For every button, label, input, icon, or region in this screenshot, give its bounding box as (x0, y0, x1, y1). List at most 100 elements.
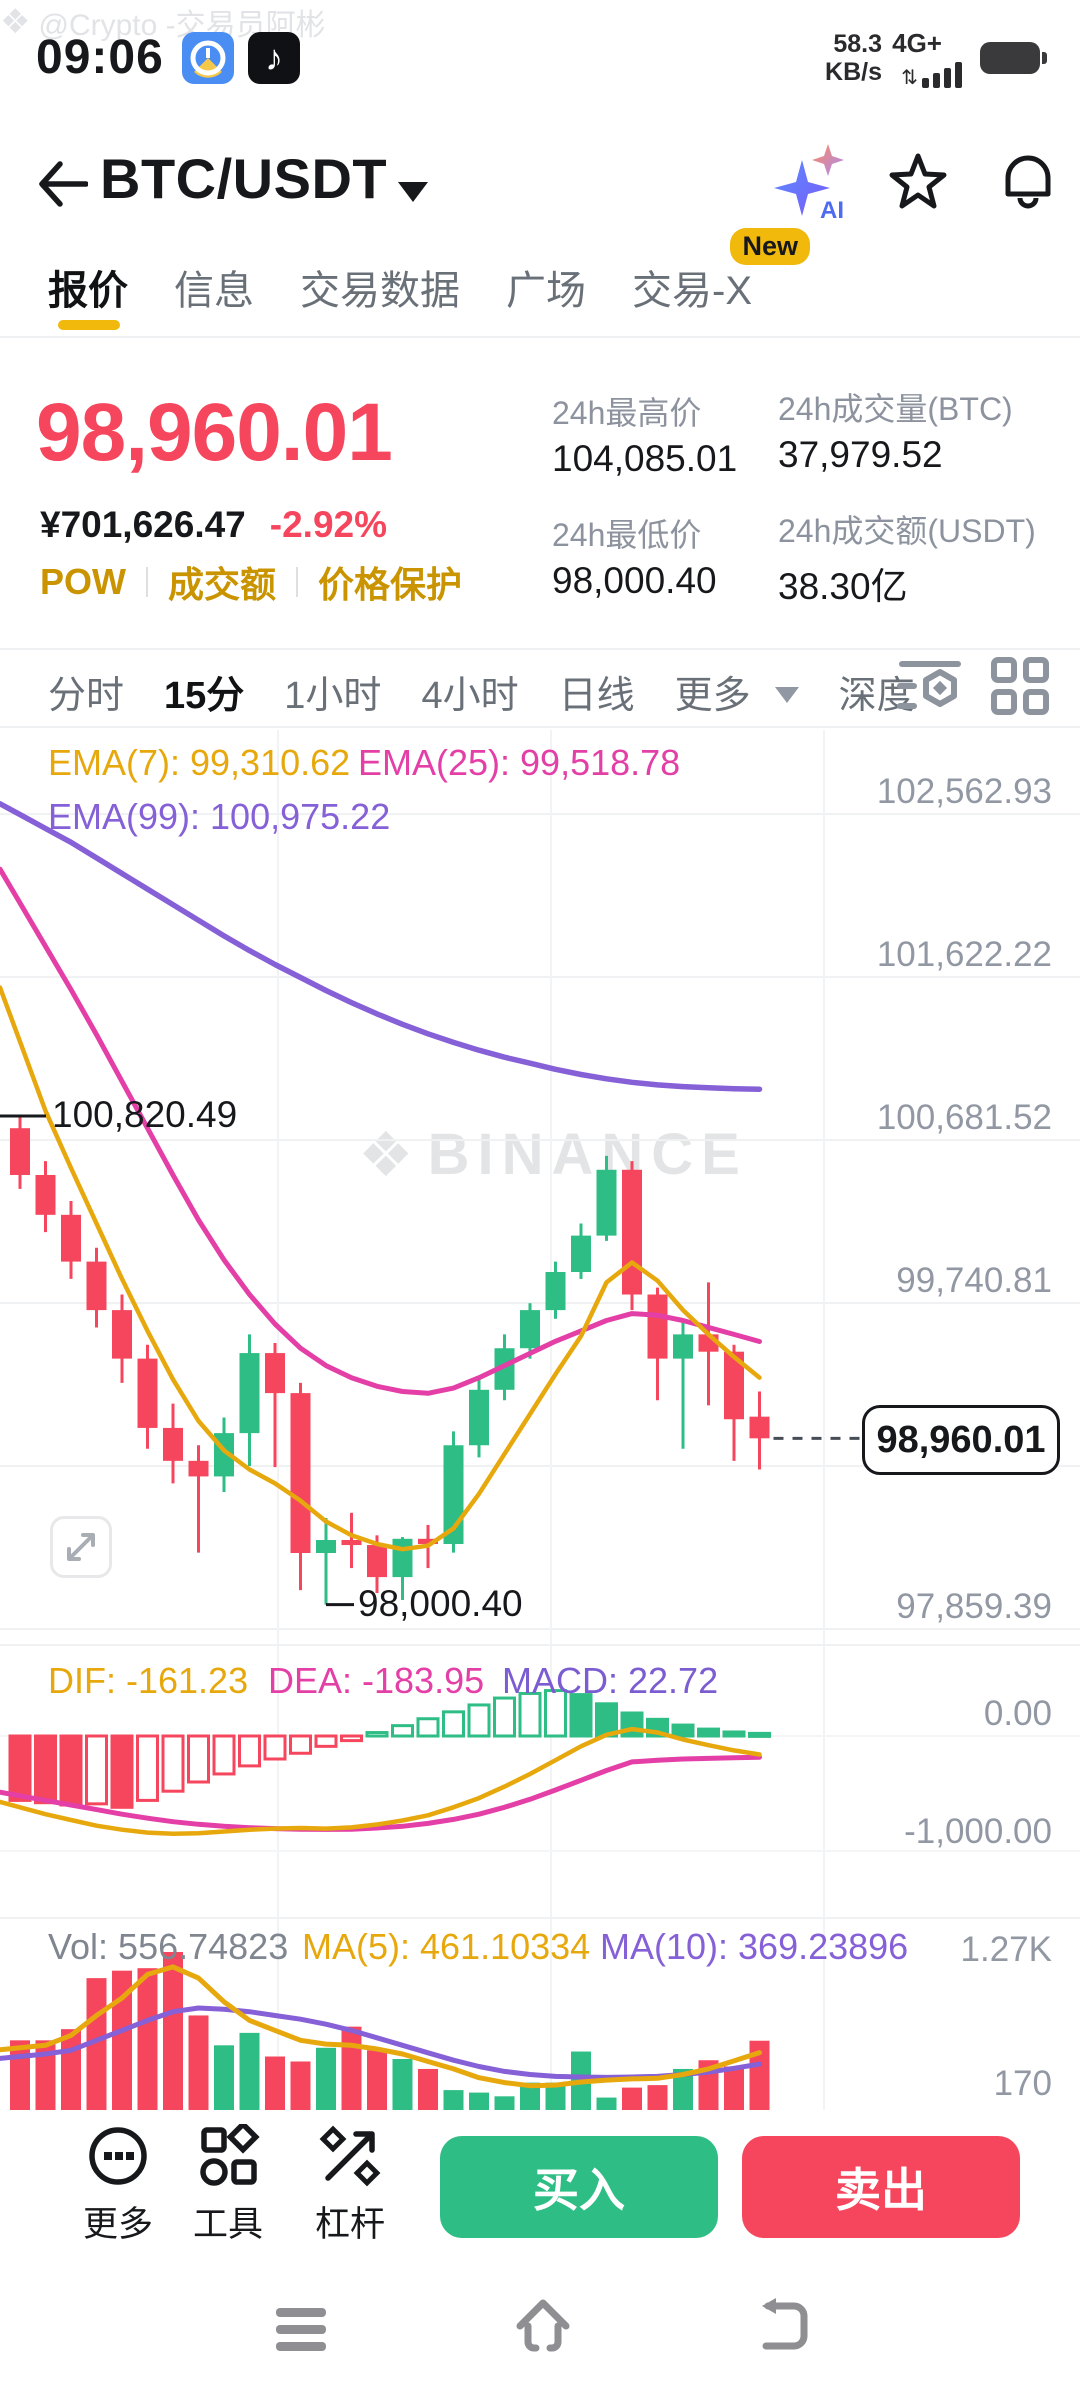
tag-price-protection[interactable]: 价格保护 (318, 564, 463, 605)
candle-body (469, 1389, 489, 1446)
clock-time: 09:06 (36, 31, 164, 84)
sell-button[interactable]: 卖出 (742, 2136, 1020, 2238)
volume-bar (469, 2092, 489, 2110)
amount-24h-value: 38.30亿 (778, 566, 908, 607)
tab-trade-data[interactable]: 交易数据 (300, 269, 460, 313)
timeframe-realtime[interactable]: 分时 (48, 675, 125, 717)
ai-assistant-icon[interactable]: AI (772, 142, 852, 222)
macd-dif-line (0, 1726, 762, 1837)
macd-hist-bar (8, 1734, 32, 1802)
volume-bar (35, 2040, 56, 2110)
tools-icon[interactable] (196, 2124, 260, 2188)
macd-hist-bar (289, 1734, 312, 1755)
macd-hist-bar (365, 1731, 389, 1738)
divider (146, 567, 148, 597)
tab-quote[interactable]: 报价 (48, 269, 128, 313)
macd-value-label[interactable]: MACD: 22.72 (502, 1660, 719, 1701)
active-tab-underline (58, 320, 120, 330)
ema7-line (0, 985, 762, 1552)
macd-hist-bar (416, 1717, 440, 1738)
candle-body (61, 1214, 81, 1262)
macd-hist-bar (442, 1710, 465, 1738)
macd-hist-bar (569, 1693, 593, 1738)
macd-dif-label[interactable]: DIF: -161.23 (48, 1660, 249, 1701)
volume-bar (367, 2050, 387, 2110)
ema25-label[interactable]: EMA(25): 99,518.78 (358, 742, 681, 783)
volume-bar (418, 2068, 438, 2110)
ema99-label[interactable]: EMA(99): 100,975.22 (48, 796, 391, 837)
nav-back-icon[interactable] (752, 2298, 812, 2354)
macd-hist-bar (238, 1734, 261, 1768)
fiat-price-row: ¥701,626.47 -2.92% (40, 504, 387, 546)
volume-bar (290, 2061, 311, 2110)
notification-bell-icon[interactable] (996, 148, 1060, 212)
favorite-star-icon[interactable] (886, 150, 950, 214)
tools-label[interactable]: 工具 (192, 2205, 263, 2244)
ema7-label[interactable]: EMA(7): 99,310.62 (48, 742, 351, 783)
volume-bar (265, 2056, 285, 2110)
candle-body (137, 1358, 158, 1428)
fullscreen-expand-icon[interactable] (50, 1516, 112, 1578)
high-24h-value: 104,085.01 (552, 438, 738, 479)
grid-layout-icon[interactable] (988, 654, 1052, 718)
volume-bar (622, 2087, 642, 2110)
macd-axis-label: -1,000.00 (904, 1812, 1052, 1851)
svg-text:AI: AI (820, 197, 844, 222)
buy-button[interactable]: 买入 (440, 2136, 718, 2238)
volume-bar (520, 2082, 540, 2110)
more-actions-label[interactable]: 更多 (82, 2205, 153, 2244)
more-actions-icon[interactable] (86, 2124, 150, 2188)
tab-square[interactable]: 广场 (506, 269, 586, 313)
clock-app-icon (182, 32, 234, 84)
volume-bar (749, 2040, 770, 2110)
leverage-icon[interactable] (318, 2124, 382, 2188)
tab-trade-x[interactable]: 交易-X New (632, 228, 810, 316)
timeframe-15m[interactable]: 15分 (164, 675, 245, 717)
macd-hist-bar (340, 1734, 363, 1743)
volume-bar (341, 2026, 362, 2110)
tag-pow[interactable]: POW (40, 561, 126, 602)
candle-body (86, 1261, 107, 1311)
candlestick-chart-canvas[interactable] (0, 728, 1080, 2118)
timeframe-4h[interactable]: 4小时 (421, 675, 519, 717)
divider (0, 336, 1080, 338)
pair-dropdown-icon[interactable] (398, 182, 428, 202)
divider (296, 567, 299, 597)
macd-hist-bar (697, 1727, 720, 1738)
network-type: 4G+ (892, 28, 942, 58)
vol-ma5-label[interactable]: MA(5): 461.10334 (302, 1926, 591, 1967)
high-24h-label: 24h最高价 (552, 395, 702, 431)
candle-body (316, 1540, 336, 1554)
candle-body (35, 1174, 56, 1215)
macd-hist-bar (59, 1734, 83, 1807)
back-arrow-icon[interactable] (36, 158, 88, 210)
candle-body (724, 1351, 744, 1420)
timeframe-1h[interactable]: 1小时 (284, 675, 382, 717)
candle-body (367, 1545, 387, 1578)
pair-title[interactable]: BTC/USDT (100, 147, 388, 210)
macd-hist-bar (722, 1730, 746, 1738)
candle-body (392, 1538, 413, 1578)
token-tags: POW 成交额 价格保护 (40, 556, 462, 608)
fiat-price: ¥701,626.47 (40, 504, 246, 545)
macd-dea-label[interactable]: DEA: -183.95 (268, 1660, 485, 1701)
price-axis-label: 101,622.22 (876, 935, 1052, 974)
vol-label[interactable]: Vol: 556.74823 (48, 1926, 289, 1967)
timeframe-1d[interactable]: 日线 (558, 675, 635, 717)
binance-watermark: ❖ BINANCE (358, 1118, 748, 1191)
indicator-settings-icon[interactable] (896, 656, 964, 718)
depth-button[interactable]: 深度 (838, 675, 915, 717)
vol-ma10-label[interactable]: MA(10): 369.23896 (600, 1926, 909, 1967)
tab-info[interactable]: 信息 (174, 269, 254, 313)
tag-turnover[interactable]: 成交额 (168, 564, 277, 605)
leverage-label[interactable]: 杠杆 (314, 2205, 385, 2244)
nav-menu-icon[interactable] (272, 2304, 330, 2356)
binance-watermark-text: BINANCE (427, 1122, 748, 1187)
binance-logo-icon: ❖ (358, 1121, 414, 1190)
tiktok-app-icon: ♪ (248, 32, 300, 84)
candle-body (545, 1271, 566, 1311)
nav-home-icon[interactable] (512, 2294, 574, 2356)
timeframe-more[interactable]: 更多 (674, 675, 751, 717)
price-axis-label: 102,562.93 (876, 772, 1052, 811)
